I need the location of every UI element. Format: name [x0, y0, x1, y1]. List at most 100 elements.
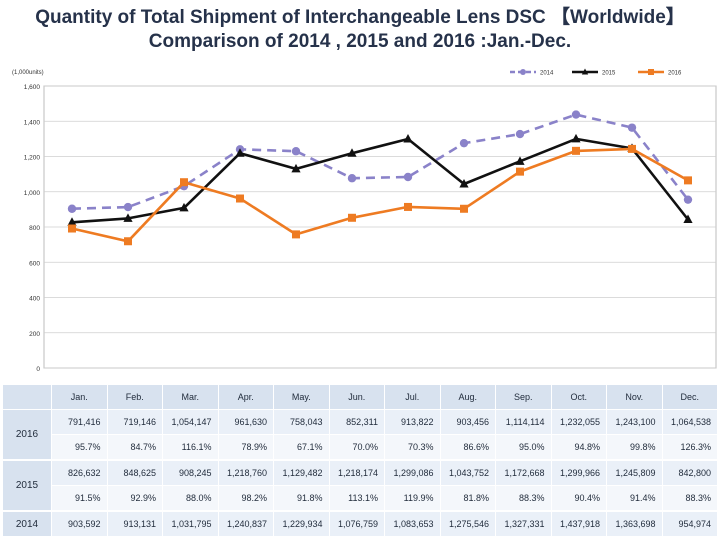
point-2014 — [347, 174, 357, 183]
table-value-cell: 913,822 — [384, 409, 441, 435]
table-value-cell: 913,131 — [106, 510, 163, 537]
y-tick-label: 200 — [29, 331, 40, 338]
table-percent-cell: 99.8% — [606, 434, 663, 461]
table-percent-cell: 88.3% — [495, 485, 552, 512]
table-percent-cell: 88.0% — [162, 485, 219, 512]
table-percent-cell: 92.9% — [106, 485, 163, 512]
table-value-cell: 1,031,795 — [162, 510, 219, 537]
series-line-2015 — [71, 137, 690, 224]
table-percent-cell: 94.8% — [550, 434, 607, 461]
point-2015 — [459, 179, 469, 188]
legend-label-2015: 2015 — [602, 71, 616, 77]
series-line-2014 — [71, 113, 690, 210]
table-value-cell: 1,275,546 — [439, 510, 496, 537]
table-month-header: Aug. — [439, 384, 496, 410]
point-2015 — [347, 148, 357, 157]
point-2016 — [236, 194, 244, 203]
point-2014 — [627, 123, 637, 132]
table-month-header: Feb. — [106, 384, 163, 410]
point-2014 — [515, 129, 525, 139]
point-2014 — [291, 147, 301, 156]
table-percent-cell: 98.2% — [217, 485, 274, 512]
table-percent-cell: 86.6% — [439, 434, 496, 461]
table-value-cell: 791,416 — [51, 409, 108, 435]
table-value-cell: 758,043 — [273, 409, 330, 435]
point-2016 — [348, 213, 356, 222]
table-percent-cell: 91.5% — [51, 485, 108, 512]
table-month-header: Jan. — [51, 384, 108, 410]
table-value-cell: 961,630 — [217, 409, 274, 435]
line-chart: 0 200 400 600 800 1,000 1,200 1,400 1,600 (1,000u… — [0, 58, 720, 380]
table-value-cell: 1,363,698 — [606, 510, 663, 537]
point-2016 — [404, 202, 412, 211]
table-month-header: Dec. — [661, 384, 718, 410]
table-value-cell: 1,245,809 — [606, 459, 663, 486]
chart-title-line2: Comparison of 2014 , 2015 and 2016 :Jan.… — [148, 31, 572, 52]
point-2016 — [124, 237, 132, 246]
table-percent-cell: 91.8% — [273, 485, 330, 512]
legend-marker-2014 — [520, 69, 526, 75]
point-2015 — [179, 202, 189, 212]
table-value-cell: 1,172,668 — [495, 459, 552, 486]
table-value-cell: 908,245 — [162, 459, 219, 486]
table-value-cell: 1,218,174 — [328, 459, 385, 486]
table-value-cell: 1,327,331 — [495, 510, 552, 537]
table-percent-cell: 70.3% — [384, 434, 441, 461]
table-percent-cell: 70.0% — [328, 434, 385, 461]
table-value-cell: 1,232,055 — [550, 409, 607, 435]
table-year-cell: 2016 — [2, 409, 52, 461]
point-2015 — [515, 156, 525, 165]
point-2015 — [291, 163, 301, 173]
point-2016 — [68, 224, 76, 233]
chart-title: Quantity of Total Shipment of Interchang… — [0, 6, 720, 54]
point-2016 — [572, 146, 580, 155]
table-month-header: Apr. — [217, 384, 274, 410]
point-2015 — [683, 214, 693, 223]
table-percent-cell: 67.1% — [273, 434, 330, 461]
table-value-cell: 1,229,934 — [273, 510, 330, 537]
legend-label-2016: 2016 — [668, 71, 682, 77]
point-2015 — [235, 148, 245, 157]
table-percent-cell: 90.4% — [550, 485, 607, 512]
table-percent-cell: 113.1% — [328, 485, 385, 512]
table-month-header: Mar. — [162, 384, 219, 410]
point-2014 — [459, 138, 469, 148]
table-percent-cell: 81.8% — [439, 485, 496, 512]
point-2014 — [571, 110, 581, 119]
y-tick-label: 1,600 — [24, 84, 41, 91]
table-value-cell: 826,632 — [51, 459, 108, 486]
point-2016 — [292, 230, 300, 239]
table-month-header: Jun. — [328, 384, 385, 410]
series-line-2016 — [71, 147, 689, 243]
legend-marker-2015 — [581, 68, 589, 75]
table-value-cell: 1,299,966 — [550, 459, 607, 486]
table-value-cell: 719,146 — [106, 409, 163, 435]
table-value-cell: 842,800 — [661, 459, 718, 486]
chart-title-line1: Quantity of Total Shipment of Interchang… — [35, 7, 685, 28]
table-percent-cell: 95.0% — [495, 434, 552, 461]
table-row-2016: 2016 791,416 719,146 1,054,147 961,630 758,04… — [2, 409, 718, 461]
table-row-2015-percent: 91.5% 92.9% 88.0% 98.2% 91.8% 113.1% 119.9% 81.… — [3, 485, 718, 512]
point-2014 — [67, 204, 77, 213]
table-month-header: Jul. — [384, 384, 441, 410]
table-percent-cell: 95.7% — [51, 434, 108, 461]
table-row-2014: 2014 903,592 913,131 1,031,795 1,240,837 1,22… — [2, 510, 718, 537]
table-value-cell: 848,625 — [106, 459, 163, 486]
shipment-table: Jan. Feb. Mar. Apr. May. Jun. Jul. Aug. Sep. Oct.… — [2, 384, 718, 537]
table-percent-cell: 119.9% — [384, 485, 441, 512]
point-2016 — [684, 176, 692, 185]
point-2015 — [571, 133, 581, 143]
table-value-cell: 1,076,759 — [328, 510, 385, 537]
point-2016 — [628, 144, 636, 153]
point-2014 — [403, 172, 413, 182]
table-value-cell: 1,218,760 — [217, 459, 274, 486]
y-units-label: (1,000units) — [12, 70, 44, 76]
table-value-cell: 1,240,837 — [217, 510, 274, 537]
point-2015 — [403, 134, 413, 143]
table-value-cell: 903,456 — [439, 409, 496, 435]
table-percent-cell: 91.4% — [606, 485, 663, 512]
table-year-cell: 2015 — [2, 459, 52, 512]
table-percent-cell: 126.3% — [661, 434, 718, 461]
y-tick-label: 600 — [29, 260, 40, 267]
table-value-cell: 1,043,752 — [439, 459, 496, 486]
